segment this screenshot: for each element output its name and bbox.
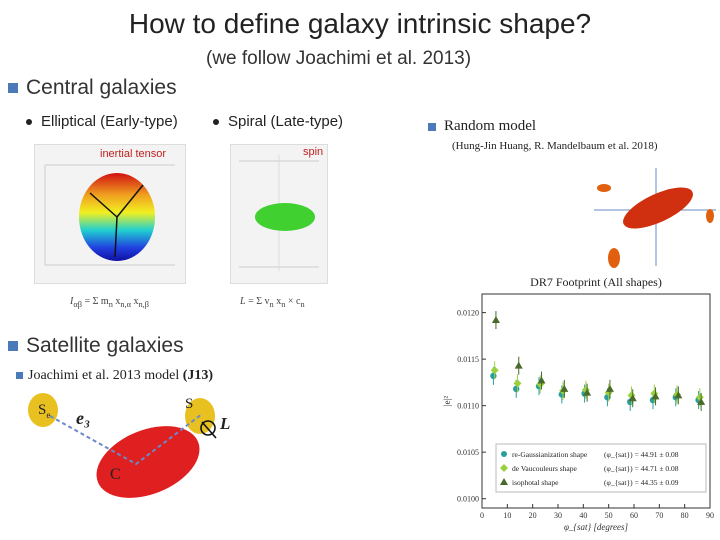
label-C: C: [110, 466, 121, 483]
square-bullet-icon: [8, 341, 18, 352]
elliptical-sphere-plot: [44, 164, 175, 266]
square-bullet-icon: [16, 372, 23, 380]
green-disk: [255, 203, 315, 231]
central-galaxy: [96, 426, 200, 498]
satellite-model-row: Joachimi et al. 2013 model (J13): [16, 368, 213, 384]
spiral-disk-plot: [239, 155, 319, 271]
label-e3: e₃: [76, 408, 91, 428]
spin-formula: L = Σ vn xn × cn: [240, 296, 305, 309]
random-heading-row: Random model: [428, 118, 536, 135]
data-point: [674, 391, 683, 399]
label-s1: Se: [38, 402, 51, 420]
central-heading-row: Central galaxies: [8, 76, 177, 100]
x-tick-label: 70: [655, 511, 663, 520]
inertial-tensor-label: inertial tensor: [100, 148, 167, 160]
y-tick-label: 0.0100: [457, 495, 479, 504]
satellite-model: Joachimi et al. 2013 model: [28, 368, 180, 383]
elliptical-row: Elliptical (Early-type): [26, 113, 178, 130]
central-heading: Central galaxies: [26, 76, 177, 99]
data-point: [490, 372, 497, 380]
spiral-figure: [230, 144, 328, 284]
legend-marker: [500, 464, 508, 472]
data-point: [537, 376, 546, 384]
chart-title: DR7 Footprint (All shapes): [530, 275, 662, 289]
dot-bullet-icon: [213, 119, 219, 126]
data-point: [651, 392, 660, 400]
legend-stat: (φ_{sat}) = 44.71 ± 0.08: [604, 464, 679, 473]
data-point: [513, 385, 520, 393]
x-tick-label: 50: [605, 511, 613, 520]
spiral-label: Spiral (Late-type): [228, 113, 344, 130]
satellite-diagram: [28, 393, 217, 498]
spiral-row: Spiral (Late-type): [213, 113, 343, 130]
y-axis-label: |e|²: [442, 396, 452, 407]
data-point: [513, 379, 522, 388]
slide-subtitle: (we follow Joachimi et al. 2013): [206, 48, 472, 69]
x-tick-label: 60: [630, 511, 638, 520]
x-tick-label: 30: [554, 511, 562, 520]
random-model-diagram: [594, 168, 716, 268]
square-bullet-icon: [428, 122, 436, 131]
data-point: [560, 384, 569, 392]
data-point: [628, 394, 637, 402]
legend-label: de Vaucouleurs shape: [512, 464, 578, 473]
y-tick-label: 0.0120: [457, 309, 479, 318]
spin-label: spin: [303, 146, 324, 158]
legend-stat: (φ_{sat}) = 44.91 ± 0.08: [604, 450, 679, 459]
x-tick-label: 10: [503, 511, 511, 520]
y-tick-label: 0.0115: [457, 355, 479, 364]
label-L: L: [220, 414, 231, 433]
data-point: [583, 388, 592, 396]
legend-marker: [501, 451, 507, 457]
satellite-model-tag: (J13): [182, 368, 214, 383]
y-tick-label: 0.0110: [457, 402, 479, 411]
satellite-left: [28, 393, 58, 427]
elliptical-label: Elliptical (Early-type): [41, 113, 178, 130]
satellite-heading-row: Satellite galaxies: [8, 334, 184, 358]
satellite-heading: Satellite galaxies: [26, 334, 184, 357]
random-heading: Random model: [444, 118, 537, 134]
dr7-footprint-chart: DR7 Footprint (All shapes) 0.0100 0.0105 0.…: [442, 275, 714, 532]
y-tick-label: 0.0105: [457, 448, 479, 457]
elliptical-figure: [34, 144, 186, 284]
square-bullet-icon: [8, 83, 18, 94]
legend-label: re-Gaussianization shape: [512, 450, 588, 459]
x-tick-label: 20: [529, 511, 537, 520]
data-point: [627, 391, 636, 400]
data-point: [697, 397, 706, 405]
data-point: [605, 384, 614, 392]
x-tick-label: 40: [579, 511, 587, 520]
data-point: [514, 361, 523, 369]
data-point: [490, 366, 499, 375]
data-point: [491, 316, 500, 324]
x-tick-label: 90: [706, 511, 714, 520]
label-s2: S: [185, 396, 194, 412]
x-axis-label: φ_{sat} [degrees]: [564, 522, 629, 532]
random-citation: (Hung-Jin Huang, R. Mandelbaum et al. 20…: [452, 140, 658, 152]
data-point: [581, 385, 590, 394]
x-tick-label: 0: [480, 511, 484, 520]
legend-box: [495, 443, 707, 493]
slide-title: How to define galaxy intrinsic shape?: [128, 8, 592, 39]
legend-stat: (φ_{sat}) = 44.35 ± 0.09: [604, 478, 679, 487]
inertial-formula: Iαβ = Σ mn xn,α xn,β: [70, 296, 149, 309]
dot-bullet-icon: [26, 119, 32, 126]
data-point: [695, 393, 704, 402]
legend-marker: [500, 478, 508, 485]
legend-label: isophotal shape: [512, 478, 559, 487]
x-tick-label: 80: [681, 511, 689, 520]
